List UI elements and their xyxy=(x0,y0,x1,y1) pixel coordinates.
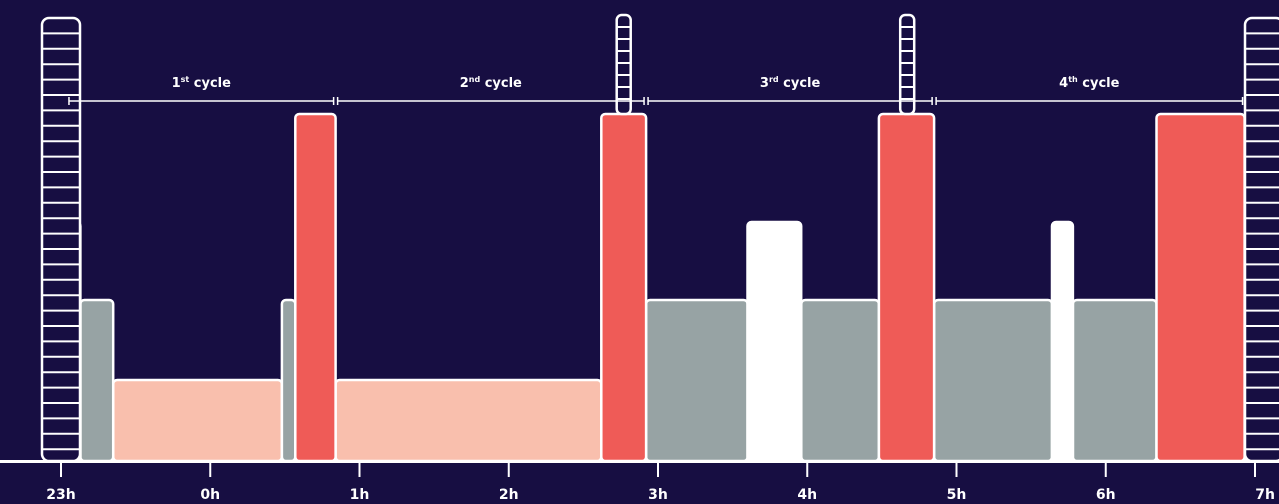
awake-stage-bar xyxy=(746,220,803,463)
light-stage-bar xyxy=(800,298,881,463)
cycle-annotation: 1st cycle xyxy=(68,75,335,105)
cycle-label: 3rd cycle xyxy=(760,75,821,91)
cycle-annotation: 3rd cycle xyxy=(647,75,933,105)
light-stage-bar xyxy=(79,298,115,463)
cycle-label: 2nd cycle xyxy=(460,75,522,91)
rem-stage-bar xyxy=(600,112,648,463)
rem-stage-bar xyxy=(294,112,337,463)
rem-stage-bar xyxy=(877,112,936,463)
x-tick-label: 6h xyxy=(1096,487,1116,503)
x-tick-label: 3h xyxy=(648,487,668,503)
ladder-marker xyxy=(898,13,916,116)
ladder-marker xyxy=(615,13,632,116)
x-tick-label: 5h xyxy=(947,487,967,503)
ladder-marker xyxy=(40,16,82,463)
cycle-label: 4th cycle xyxy=(1059,75,1119,91)
awake-stage-bar xyxy=(1050,220,1075,463)
x-axis: 23h 0h 1h 2h 3h 4h 5h 6h 7h xyxy=(0,460,1279,503)
x-tick-label: 4h xyxy=(797,487,817,503)
cycle-annotation: 2nd cycle xyxy=(336,75,645,105)
rem-stage-bar xyxy=(1155,112,1246,463)
light-stage-bar xyxy=(280,298,297,463)
cycle-label: 1st cycle xyxy=(172,75,232,91)
ladder-marker xyxy=(1243,16,1279,463)
ladder-frame xyxy=(1243,16,1279,463)
x-tick-label: 2h xyxy=(499,487,519,503)
light-stage-bar xyxy=(1071,298,1158,463)
ladder-frame xyxy=(40,16,82,463)
deep-stage-bar xyxy=(334,378,603,463)
x-tick-label: 7h xyxy=(1255,487,1275,503)
light-stage-bar xyxy=(932,298,1054,463)
x-tick-label: 23h xyxy=(46,487,75,503)
cycle-annotation: 4th cycle xyxy=(935,75,1244,105)
x-tick-label: 1h xyxy=(350,487,370,503)
cycle-annotations: 1st cycle 2nd cycle 3rd cycle 4th cycle xyxy=(68,75,1244,105)
x-tick-label: 0h xyxy=(200,487,220,503)
deep-stage-bar xyxy=(111,378,284,463)
ladder-markers xyxy=(40,13,1279,463)
light-stage-bar xyxy=(644,298,749,463)
